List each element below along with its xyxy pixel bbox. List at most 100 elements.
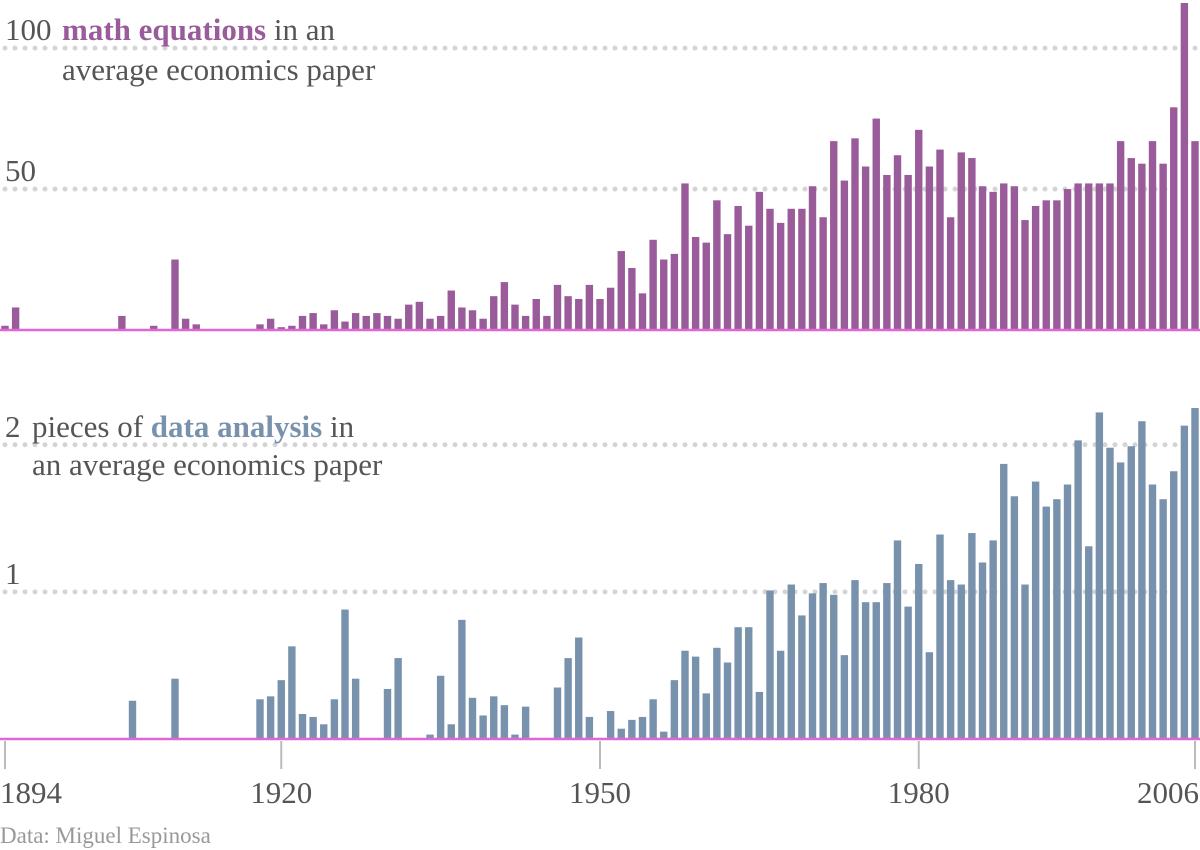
bar [288, 646, 296, 739]
bar [638, 716, 647, 739]
bar [341, 321, 349, 330]
x-tick-label: 1894 [0, 775, 63, 810]
y-tick-label: 2 [5, 409, 21, 444]
bar [373, 313, 381, 330]
bar [691, 236, 700, 330]
bar [936, 534, 944, 739]
bar [150, 325, 158, 330]
bar [383, 315, 392, 330]
bar [1159, 499, 1167, 739]
bar [330, 699, 339, 739]
bar [628, 267, 636, 330]
bar [1063, 189, 1072, 330]
bar [893, 540, 902, 739]
bar [617, 251, 625, 330]
bar [1095, 183, 1104, 330]
bar [564, 658, 572, 739]
bar [851, 138, 859, 330]
source: Data: Miguel Espinosa [0, 823, 211, 848]
bar [447, 290, 455, 330]
bar [277, 327, 285, 330]
bar [1074, 183, 1082, 330]
chart-title: average economics paper [62, 52, 376, 87]
bar [436, 675, 445, 739]
bar [330, 310, 339, 330]
bar [925, 166, 934, 330]
chart-title: math equations in an [62, 12, 335, 47]
title-text: in an [274, 12, 336, 47]
bar [808, 186, 817, 330]
bar [171, 678, 179, 739]
bar [362, 315, 370, 330]
bar [1138, 421, 1146, 739]
bar [1191, 141, 1199, 330]
bar [415, 301, 424, 330]
chart-title: pieces of data analysis in [32, 409, 355, 444]
bar [521, 315, 530, 330]
bar [1063, 484, 1072, 739]
bar [606, 711, 615, 739]
bar [511, 304, 519, 330]
bar [691, 656, 700, 739]
bar [1116, 462, 1125, 739]
x-tick-label: 2006 [1137, 775, 1199, 810]
bar [1042, 200, 1050, 330]
bar [883, 174, 891, 330]
bar [564, 296, 572, 330]
bar [277, 680, 285, 739]
bar [840, 655, 849, 739]
bar [1074, 440, 1082, 739]
bar [426, 734, 434, 739]
bar [309, 313, 317, 330]
bar [745, 225, 753, 330]
bar [521, 706, 530, 739]
bar [1106, 447, 1114, 739]
bar [394, 658, 402, 739]
bar [681, 183, 689, 330]
bar [192, 324, 200, 330]
bar [341, 609, 349, 739]
bar [628, 719, 636, 739]
bar [1021, 584, 1029, 739]
bar [734, 627, 742, 739]
bar [585, 284, 594, 330]
bar [1031, 205, 1040, 330]
bar [978, 562, 987, 739]
bar [1021, 220, 1029, 330]
bar [904, 606, 912, 739]
bar [118, 315, 126, 330]
bar [458, 307, 466, 330]
bar [383, 688, 392, 739]
bar [575, 298, 583, 330]
bar [1000, 463, 1008, 739]
bar [840, 180, 849, 330]
bar [11, 307, 20, 330]
bar [543, 315, 551, 330]
bar [638, 293, 647, 330]
bar [904, 174, 912, 330]
bar [288, 325, 296, 330]
bar [309, 716, 317, 739]
bar [957, 152, 965, 330]
chart-title: an average economics paper [32, 447, 383, 482]
bar [1000, 183, 1008, 330]
bar [766, 590, 774, 739]
bar [298, 315, 307, 330]
bar [1010, 496, 1019, 739]
bar [830, 594, 838, 739]
bar [490, 296, 498, 330]
bar [394, 318, 402, 330]
bar [181, 318, 190, 330]
bar [946, 217, 955, 330]
bar [1010, 186, 1019, 330]
bar [660, 259, 668, 330]
bar [787, 584, 795, 739]
bar [128, 700, 137, 739]
bar [1031, 481, 1040, 739]
bar [723, 662, 732, 739]
y-tick-label: 1 [5, 556, 21, 591]
bar [1085, 183, 1093, 330]
bar [1191, 408, 1199, 739]
y-tick-label: 50 [5, 153, 36, 188]
